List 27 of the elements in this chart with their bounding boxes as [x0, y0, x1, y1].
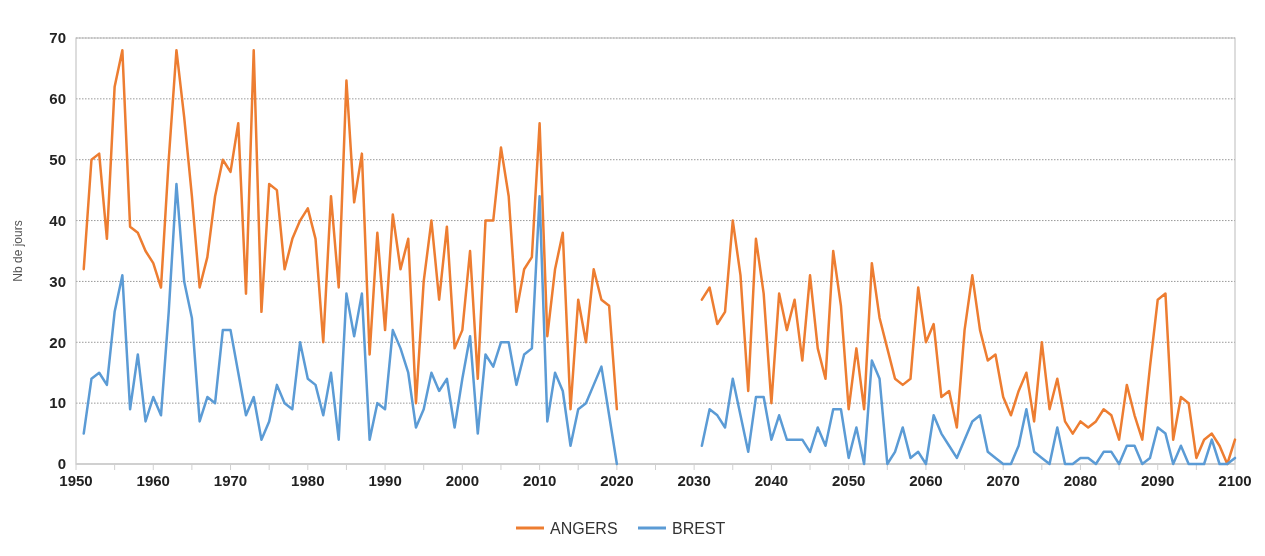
x-tick-label: 2070: [986, 472, 1020, 489]
x-tick-label: 2060: [909, 472, 943, 489]
y-tick-label: 20: [49, 333, 66, 351]
x-tick-label: 2020: [600, 472, 634, 489]
x-tick-label: 2090: [1141, 472, 1175, 489]
x-tick-label: 1980: [291, 472, 325, 489]
y-tick-label: 60: [49, 90, 66, 108]
x-tick-label: 2000: [445, 472, 480, 489]
x-tick-label: 1960: [136, 472, 170, 489]
y-tick-label: 10: [49, 394, 66, 412]
y-tick-label: 0: [57, 455, 66, 473]
x-tick-label: 2040: [754, 472, 789, 489]
x-tick-label: 2030: [677, 472, 711, 489]
legend-label: BREST: [672, 519, 726, 537]
legend-label: ANGERS: [550, 519, 618, 537]
x-tick-label: 1950: [59, 472, 93, 489]
x-tick-label: 2010: [522, 472, 557, 489]
x-tick-label: 2100: [1218, 472, 1252, 489]
x-tick-label: 1990: [368, 472, 402, 489]
x-tick-label: 1970: [213, 472, 248, 489]
x-tick-label: 2080: [1063, 472, 1098, 489]
y-tick-label: 70: [49, 29, 66, 47]
y-tick-label: 30: [49, 272, 66, 290]
x-tick-label: 2050: [831, 472, 866, 489]
y-axis-title: Nb de jours: [11, 220, 25, 282]
y-tick-label: 50: [49, 150, 66, 168]
y-tick-label: 40: [49, 211, 66, 229]
